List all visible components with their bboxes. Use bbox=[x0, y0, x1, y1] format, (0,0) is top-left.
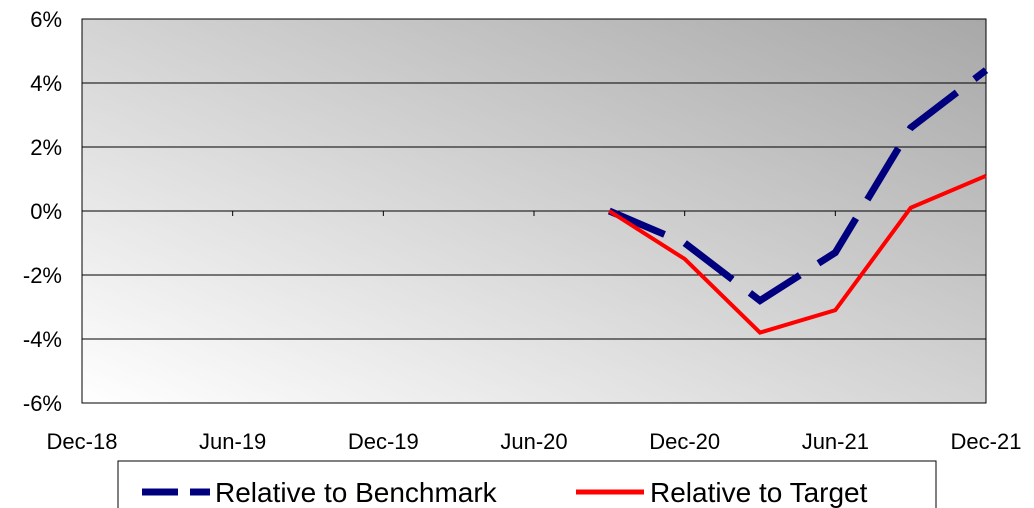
x-tick-label: Dec-18 bbox=[47, 429, 118, 454]
x-tick-label: Jun-21 bbox=[802, 429, 869, 454]
x-tick-label: Jun-19 bbox=[199, 429, 266, 454]
x-tick-label: Jun-20 bbox=[500, 429, 567, 454]
x-tick-label: Dec-21 bbox=[951, 429, 1022, 454]
series-line-benchmark bbox=[607, 67, 989, 305]
legend: Relative to Benchmark Relative to Target bbox=[117, 460, 937, 508]
x-tick-label: Dec-19 bbox=[348, 429, 419, 454]
x-axis-tick-labels: Dec-18 Jun-19 Dec-19 Jun-20 Dec-20 Jun-21 Dec-… bbox=[47, 429, 1022, 454]
y-tick-label: 2% bbox=[30, 135, 62, 160]
legend-label-target: Relative to Target bbox=[650, 477, 868, 508]
series-line-target bbox=[608, 173, 987, 335]
y-tick-label: -4% bbox=[23, 327, 62, 352]
y-axis-tick-labels: 6% 4% 2% 0% -2% -4% -6% bbox=[23, 7, 62, 416]
y-tick-label: 6% bbox=[30, 7, 62, 32]
x-axis-ticks bbox=[81, 211, 987, 216]
x-tick-label: Dec-20 bbox=[649, 429, 720, 454]
y-tick-label: 4% bbox=[30, 71, 62, 96]
legend-label-benchmark: Relative to Benchmark bbox=[215, 477, 498, 508]
y-tick-label: -6% bbox=[23, 391, 62, 416]
y-tick-label: -2% bbox=[23, 263, 62, 288]
y-tick-label: 0% bbox=[30, 199, 62, 224]
series-layer bbox=[607, 67, 989, 335]
legend-box bbox=[117, 460, 937, 508]
